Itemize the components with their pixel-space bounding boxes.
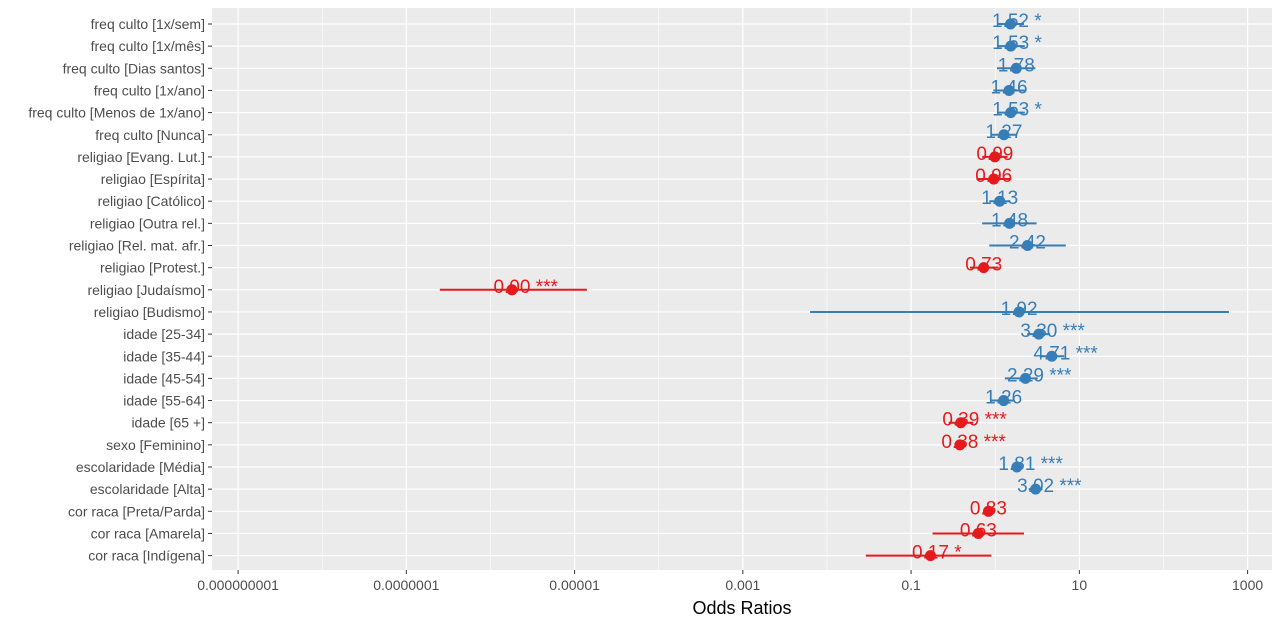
or-value-label: 0.00 *** [493,277,558,298]
or-value-label: 2.29 *** [1007,365,1072,386]
x-axis: 0.000000001 0.0000001 0.00001 0.001 0.1 10 100… [197,570,1263,593]
y-tick-label: religiao [Judaísmo] [87,282,205,298]
or-value-label: 1.53 * [992,33,1042,54]
or-value-label: 0.99 [976,144,1013,165]
y-tick-label: idade [55-64] [123,393,205,409]
y-tick-label: freq culto [Nunca] [95,127,205,143]
x-tick-label: 0.1 [901,577,921,593]
x-axis-title: Odds Ratios [692,598,791,618]
x-tick-label: 10 [1072,577,1088,593]
y-tick-label: religiao [Católico] [98,193,205,209]
or-point [1033,328,1045,340]
y-tick-label: escolaridade [Alta] [90,481,205,497]
or-value-label: 1.81 *** [998,454,1063,475]
x-tick-label: 1000 [1232,577,1263,593]
or-point [1005,40,1017,52]
y-tick-label: freq culto [1x/mês] [91,38,205,54]
or-point [1005,107,1017,119]
or-value-label: 0.73 [965,255,1002,276]
or-value-label: 1.46 [991,77,1028,98]
or-point [994,195,1006,207]
plot-panel [212,8,1272,570]
or-point [978,262,990,274]
or-point [972,527,984,539]
or-point [988,173,1000,185]
or-point [1003,84,1015,96]
y-tick-label: cor raca [Amarela] [91,525,205,541]
or-value-label: 2.42 [1009,233,1046,254]
minor-gridlines [321,8,1164,570]
or-value-label: 0.83 [970,498,1007,519]
x-tick-label: 0.0000001 [373,577,439,593]
chart-marks: 1.52 *1.53 *1.781.461.53 *1.270.990.961.… [439,11,1229,564]
or-value-label: 1.13 [981,188,1018,209]
or-point [982,505,994,517]
or-point [1005,18,1017,30]
y-tick-label: religiao [Rel. mat. afr.] [69,238,205,254]
or-value-label: 1.53 * [992,100,1042,121]
or-value-label: 0.38 *** [941,432,1006,453]
y-tick-label: freq culto [1x/ano] [94,82,205,98]
or-point [1030,483,1042,495]
or-point [1004,217,1016,229]
or-point [998,129,1010,141]
y-tick-label: escolaridade [Média] [76,459,205,475]
y-tick-label: idade [35-44] [123,348,205,364]
y-tick-label: religiao [Outra rel.] [90,215,205,231]
or-value-label: 0.63 [960,520,997,541]
or-value-label: 1.52 * [992,11,1042,32]
or-value-label: 0.17 * [912,543,962,564]
y-tick-label: religiao [Protest.] [100,260,205,276]
y-tick-label: freq culto [Dias santos] [63,60,205,76]
x-tick-label: 0.00001 [549,577,600,593]
or-point [1046,350,1058,362]
or-value-label: 3.30 *** [1020,321,1085,342]
x-tick-label: 0.000000001 [197,577,279,593]
y-tick-label: religiao [Espírita] [101,171,205,187]
y-tick-label: freq culto [1x/sem] [91,16,205,32]
or-value-label: 0.96 [975,166,1012,187]
y-tick-label: religiao [Budismo] [94,304,205,320]
y-tick-label: religiao [Evang. Lut.] [77,149,205,165]
y-tick-label: cor raca [Indígena] [88,548,205,564]
y-tick-label: idade [65 +] [131,415,205,431]
y-tick-label: freq culto [Menos de 1x/ano] [28,105,205,121]
or-point [506,284,518,296]
y-tick-label: idade [25-34] [123,326,205,342]
major-gridlines [212,8,1272,570]
or-point [1019,372,1031,384]
or-value-label: 4.71 *** [1033,343,1098,364]
or-point [954,439,966,451]
or-point [1011,461,1023,473]
or-value-label: 1.26 [985,388,1022,409]
or-point [1010,62,1022,74]
x-tick-label: 0.001 [725,577,760,593]
or-value-label: 3.02 *** [1017,476,1082,497]
or-point [1013,306,1025,318]
or-point [955,417,967,429]
or-point [989,151,1001,163]
or-point [998,395,1010,407]
or-value-label: 1.78 [998,55,1035,76]
y-tick-label: idade [45-54] [123,370,205,386]
y-axis: freq culto [1x/sem] freq culto [1x/mês] fr… [28,16,212,564]
or-value-label: 0.39 *** [942,410,1007,431]
or-value-label: 1.48 [991,210,1028,231]
or-point [1022,240,1034,251]
or-point [924,550,936,562]
y-tick-label: sexo [Feminino] [106,437,205,453]
y-tick-label: cor raca [Preta/Parda] [68,503,205,519]
or-value-label: 1.27 [985,122,1022,143]
or-value-label: 1.92 [1001,299,1038,320]
